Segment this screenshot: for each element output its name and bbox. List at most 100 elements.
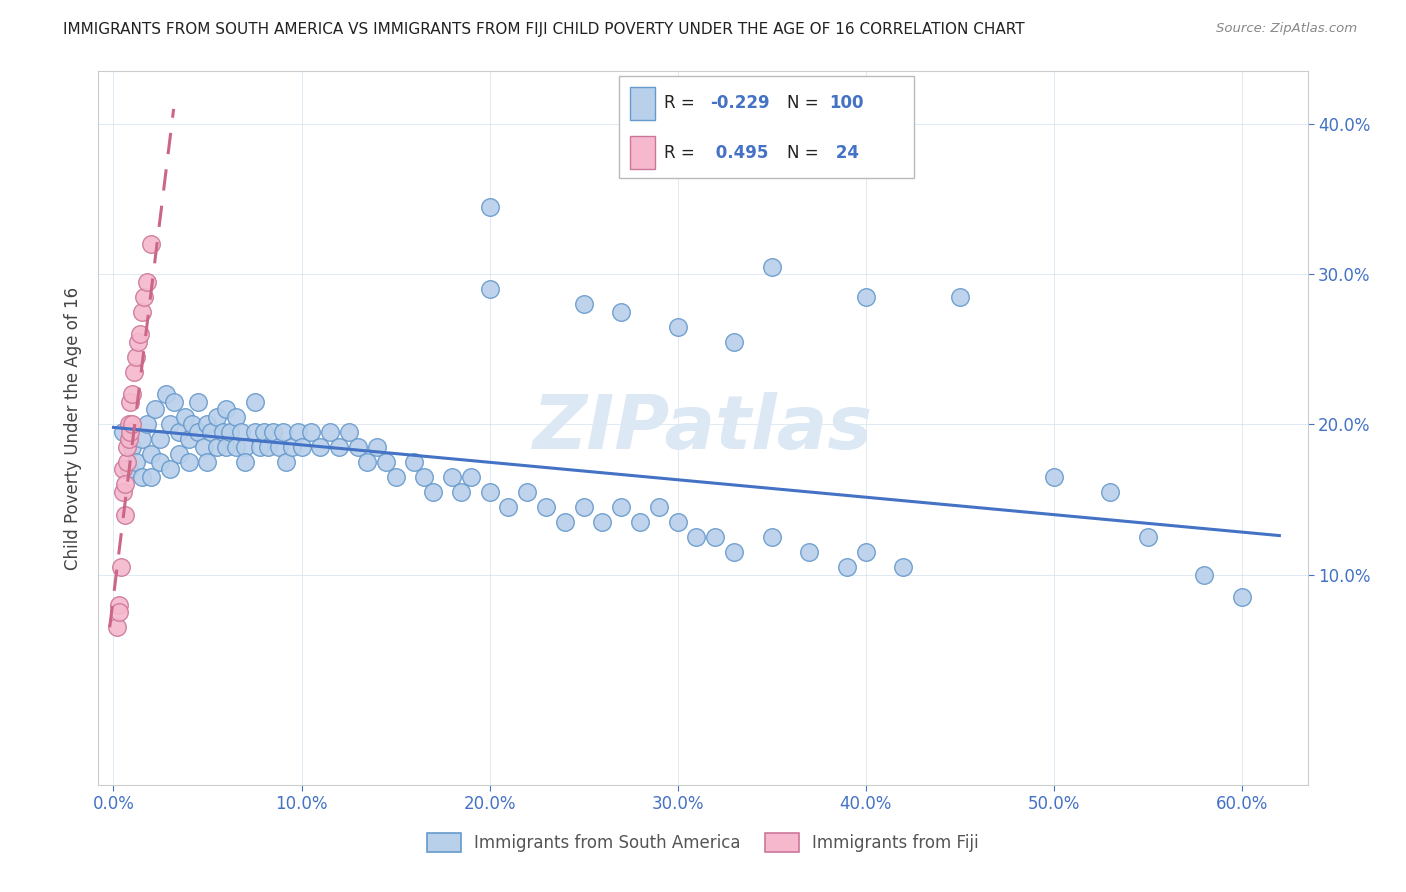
Point <box>117 417 139 432</box>
Point <box>262 425 284 439</box>
Point <box>243 395 266 409</box>
Point <box>200 425 222 439</box>
Point <box>149 433 172 447</box>
Point <box>159 462 181 476</box>
Point <box>572 297 595 311</box>
Point <box>450 485 472 500</box>
Point <box>177 433 200 447</box>
Point <box>319 425 342 439</box>
Point <box>478 200 501 214</box>
Point <box>121 417 143 432</box>
Text: IMMIGRANTS FROM SOUTH AMERICA VS IMMIGRANTS FROM FIJI CHILD POVERTY UNDER THE AG: IMMIGRANTS FROM SOUTH AMERICA VS IMMIGRA… <box>63 22 1025 37</box>
Point <box>205 440 228 454</box>
Point <box>231 425 253 439</box>
Point <box>139 470 162 484</box>
Point <box>225 440 247 454</box>
Point <box>193 440 215 454</box>
Point <box>328 440 350 454</box>
Point <box>516 485 538 500</box>
Point <box>149 455 172 469</box>
Point <box>111 485 134 500</box>
Point <box>591 515 613 529</box>
Point <box>225 409 247 424</box>
Point <box>187 395 209 409</box>
Legend: Immigrants from South America, Immigrants from Fiji: Immigrants from South America, Immigrant… <box>420 826 986 859</box>
Point <box>498 500 520 514</box>
Point <box>143 402 166 417</box>
Point <box>125 350 148 364</box>
Point <box>115 455 138 469</box>
Point <box>117 433 139 447</box>
Point <box>120 425 142 439</box>
Point <box>628 515 651 529</box>
Point <box>1136 530 1159 544</box>
Point <box>215 402 238 417</box>
Point <box>704 530 727 544</box>
Point <box>290 440 312 454</box>
Point <box>422 485 444 500</box>
Point <box>115 440 138 454</box>
Text: N =: N = <box>787 95 824 112</box>
Point <box>1042 470 1064 484</box>
Point <box>723 545 745 559</box>
Point <box>281 440 304 454</box>
Point <box>127 334 149 349</box>
Text: Source: ZipAtlas.com: Source: ZipAtlas.com <box>1216 22 1357 36</box>
Point <box>287 425 309 439</box>
Point <box>105 620 128 634</box>
Point <box>177 455 200 469</box>
Point <box>125 455 148 469</box>
Point <box>181 417 204 432</box>
Point <box>460 470 482 484</box>
Point <box>128 327 150 342</box>
Point <box>835 560 858 574</box>
Point <box>384 470 406 484</box>
Point <box>440 470 463 484</box>
Point <box>534 500 557 514</box>
Point <box>114 508 136 522</box>
Point <box>478 485 501 500</box>
Point <box>1230 590 1253 604</box>
Point <box>121 440 143 454</box>
Point <box>412 470 434 484</box>
Point <box>155 387 177 401</box>
Text: 0.495: 0.495 <box>710 144 769 161</box>
Point <box>132 290 155 304</box>
Point <box>111 462 134 476</box>
Point <box>131 433 153 447</box>
Point <box>249 440 271 454</box>
Point <box>256 440 278 454</box>
Point <box>891 560 914 574</box>
Point <box>347 440 370 454</box>
Point <box>1099 485 1122 500</box>
Point <box>233 440 256 454</box>
Text: ZIPatlas: ZIPatlas <box>533 392 873 465</box>
Text: 100: 100 <box>830 95 865 112</box>
Text: R =: R = <box>664 95 700 112</box>
Point <box>169 447 191 461</box>
Text: R =: R = <box>664 144 700 161</box>
Point <box>666 319 689 334</box>
Point <box>855 545 877 559</box>
Point <box>108 598 131 612</box>
Point <box>610 500 633 514</box>
Point <box>666 515 689 529</box>
Point <box>136 417 159 432</box>
Point <box>723 334 745 349</box>
Point <box>299 425 322 439</box>
Point <box>366 440 388 454</box>
Point <box>162 395 184 409</box>
Y-axis label: Child Poverty Under the Age of 16: Child Poverty Under the Age of 16 <box>63 286 82 570</box>
Point <box>219 425 242 439</box>
Point <box>131 304 153 318</box>
Point <box>761 530 783 544</box>
Point <box>233 455 256 469</box>
Point <box>117 462 139 476</box>
Point <box>205 409 228 424</box>
Text: -0.229: -0.229 <box>710 95 769 112</box>
Point <box>610 304 633 318</box>
Point <box>799 545 821 559</box>
Point <box>855 290 877 304</box>
Point <box>197 455 219 469</box>
Point <box>187 425 209 439</box>
